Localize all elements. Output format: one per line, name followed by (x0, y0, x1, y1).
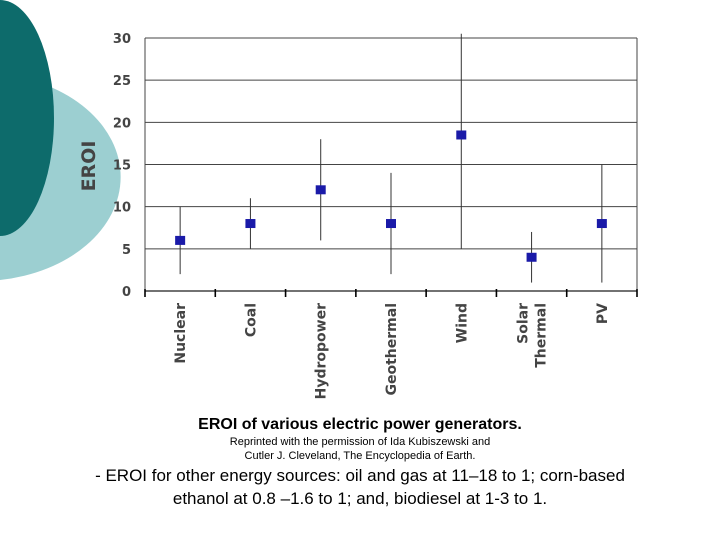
y-tick-labels: 0 5 10 15 20 25 30 (113, 32, 131, 300)
decor-dark-circle (0, 0, 54, 236)
data-point (386, 219, 396, 229)
data-point (245, 219, 256, 229)
y-axis-label: EROI (78, 141, 100, 192)
y-tick-label: 15 (113, 159, 131, 174)
figure-caption-title: EROI of various electric power generator… (198, 416, 522, 433)
y-tick-label: 0 (122, 285, 131, 300)
y-tick-label: 30 (113, 32, 131, 47)
x-category-label: PV (595, 303, 611, 324)
note-line: - EROI for other energy sources: oil and… (95, 466, 625, 485)
data-point (456, 130, 467, 140)
figure-credit: Reprinted with the permission of Ida Kub… (0, 435, 720, 463)
credit-line: Reprinted with the permission of Ida Kub… (229, 436, 491, 448)
data-point (596, 219, 607, 229)
x-category-label: Solar (516, 303, 532, 344)
data-point (175, 235, 186, 245)
y-tick-label: 20 (113, 116, 131, 131)
note-line: ethanol at 0.8 –1.6 to 1; and, biodiesel… (172, 489, 548, 508)
credit-line: Cutler J. Cleveland, The Encyclopedia of… (244, 450, 476, 462)
x-category-label: Hydropower (314, 303, 330, 399)
data-markers (175, 130, 607, 262)
grid-lines (144, 37, 638, 292)
eroi-note: - EROI for other energy sources: oil and… (0, 464, 720, 510)
range-bars (179, 33, 603, 283)
y-tick-label: 10 (113, 201, 131, 216)
data-point (526, 252, 537, 262)
x-category-labels: Nuclear Coal Hydropower Geothermal Wind Solar… (173, 303, 611, 400)
x-category-label: Thermal (534, 303, 550, 368)
x-category-label: Nuclear (173, 303, 189, 364)
x-category-label: Geothermal (384, 303, 400, 396)
x-category-label: Coal (243, 303, 259, 337)
data-point (315, 185, 326, 195)
x-category-label: Wind (454, 303, 470, 343)
eroi-chart: 0 5 10 15 20 25 30 Nuclear Coal Hydropower Geothe… (78, 32, 638, 400)
x-axis (144, 289, 638, 297)
y-tick-label: 5 (122, 243, 131, 258)
y-tick-label: 25 (113, 74, 131, 89)
